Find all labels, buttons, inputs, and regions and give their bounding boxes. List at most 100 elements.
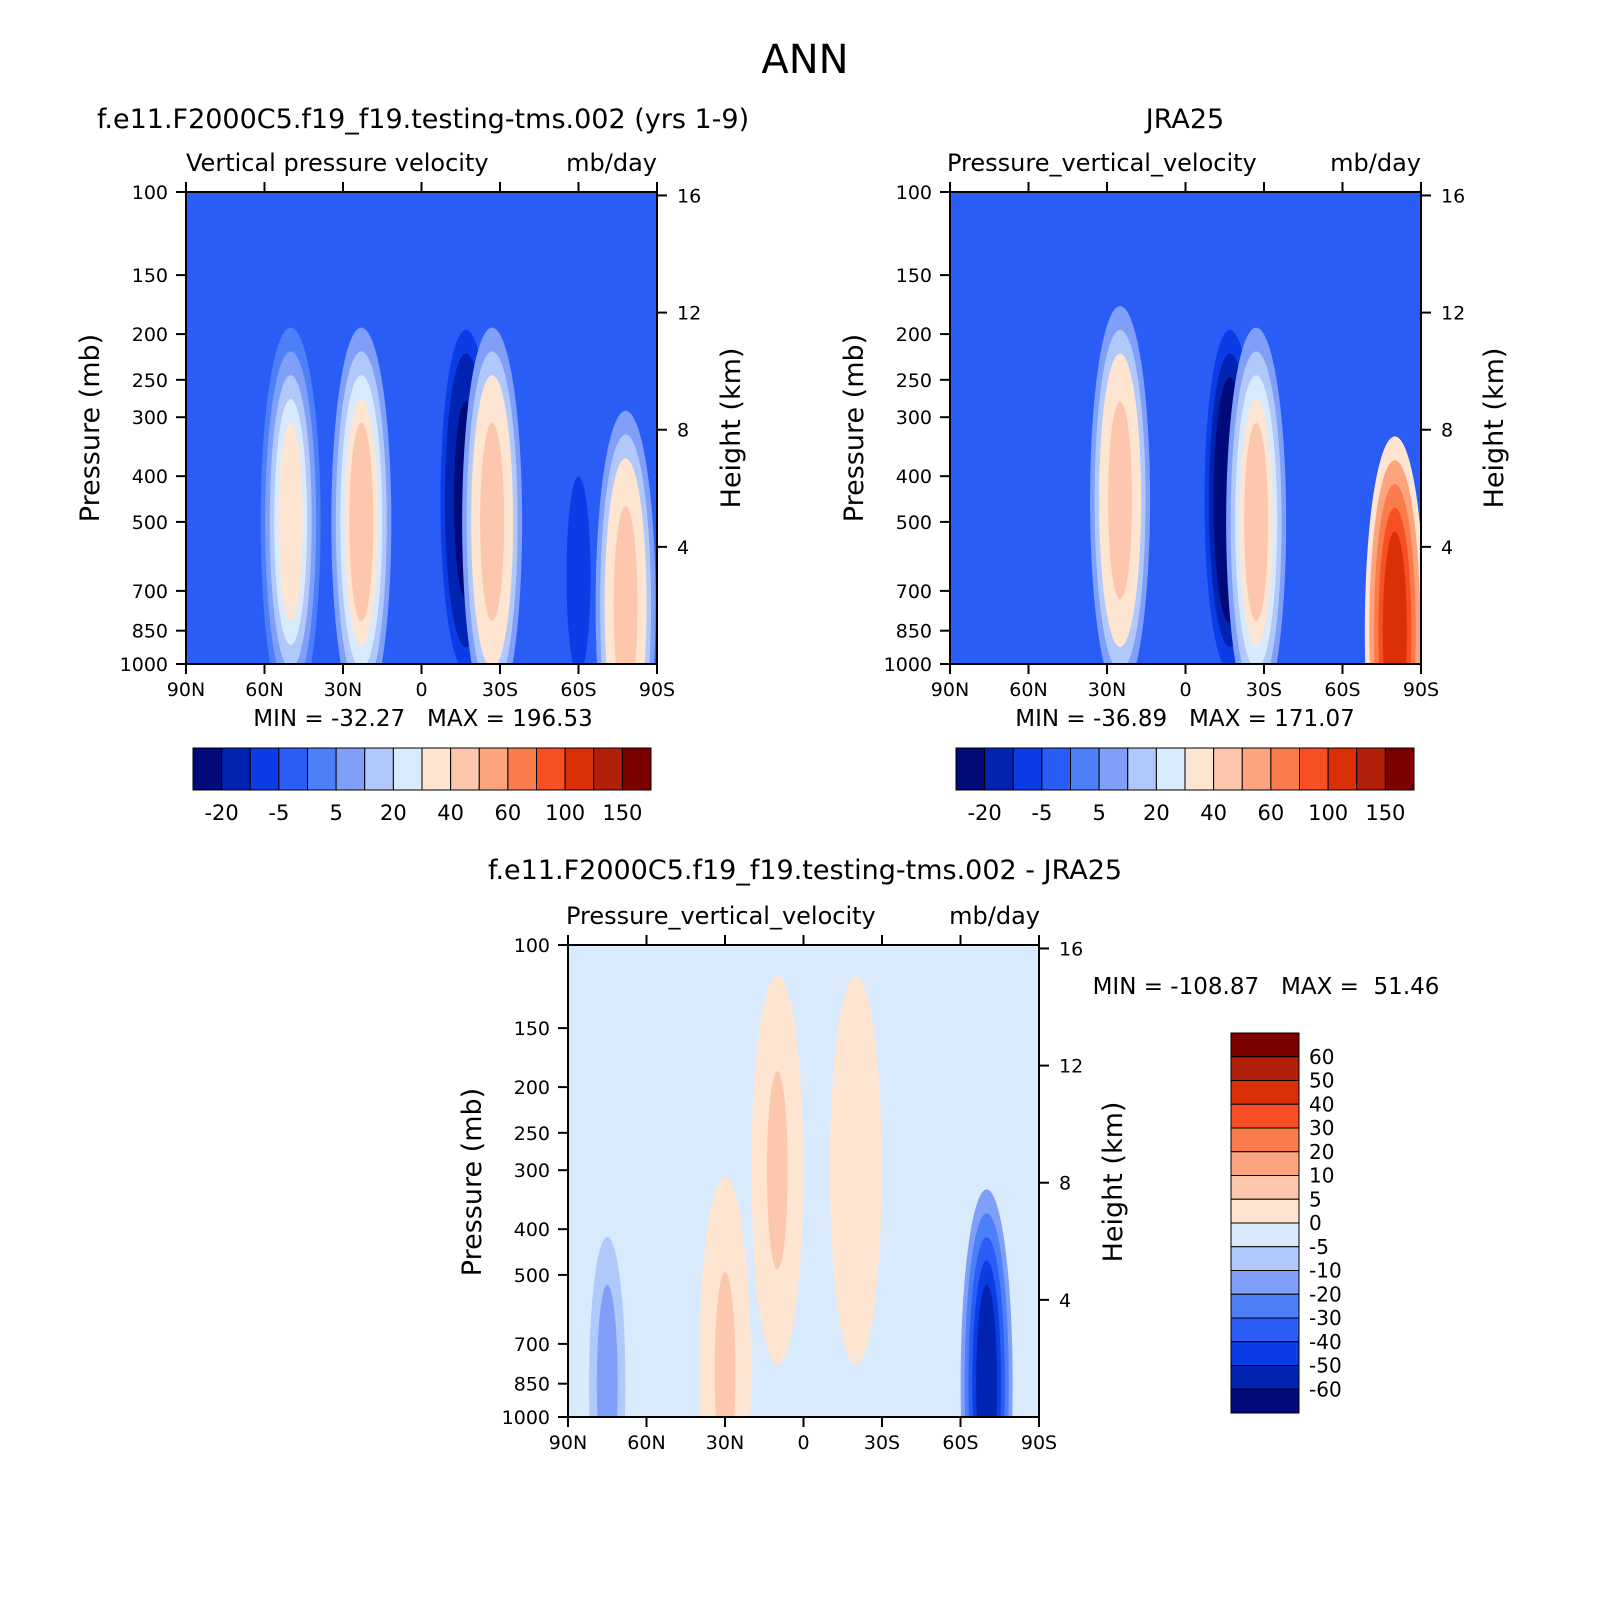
- colorbar-box: [1230, 1151, 1300, 1176]
- x-tick-label: 30S: [1246, 679, 1282, 701]
- y-axis-right: 16 12 8 4: [1421, 185, 1465, 559]
- contour-region: [845, 1071, 867, 1270]
- y-right-tick-label: 4: [677, 537, 689, 559]
- y-tick-label: 400: [896, 466, 932, 488]
- y-tick-label: 300: [132, 407, 168, 429]
- panel-subtitle-left: Pressure_vertical_velocity: [947, 149, 1257, 177]
- colorbar-label: 10: [1309, 1164, 1334, 1188]
- y-right-tick-label: 8: [677, 420, 689, 442]
- colorbar-label: -50: [1309, 1354, 1342, 1378]
- panel-obs: JRA25 Pressure_vertical_velocity mb/day …: [839, 104, 1510, 825]
- stats-text: MIN = -36.89 MAX = 171.07: [1015, 706, 1355, 732]
- x-tick-label: 90S: [1021, 1432, 1057, 1454]
- y-tick-label: 100: [514, 935, 550, 957]
- field-background: [568, 945, 1039, 1417]
- y-right-tick-label: 16: [1441, 185, 1465, 207]
- y-right-tick-label: 8: [1059, 1173, 1071, 1195]
- y-tick-label: 1000: [120, 654, 168, 676]
- y-tick-label: 250: [514, 1123, 550, 1145]
- contour-region: [1244, 422, 1269, 622]
- colorbar-label: 60: [1258, 801, 1285, 825]
- y-tick-label: 100: [896, 182, 932, 204]
- plot-area: [186, 192, 657, 664]
- colorbar-box: [1155, 747, 1186, 791]
- x-tick-label: 90S: [1403, 679, 1439, 701]
- colorbar-label: -20: [1309, 1282, 1342, 1306]
- y-axis-label-right: Height (km): [1098, 1102, 1129, 1263]
- y-tick-label: 850: [132, 621, 168, 643]
- colorbar-box: [1270, 747, 1300, 791]
- x-tick-label: 90S: [639, 679, 675, 701]
- colorbar-box: [1230, 1365, 1300, 1390]
- colorbar-box: [1356, 747, 1386, 791]
- contour-region: [1382, 531, 1407, 664]
- panel-model: f.e11.F2000C5.f19_f19.testing-tms.002 (y…: [75, 104, 749, 825]
- colorbar-box: [1012, 747, 1043, 791]
- x-tick-label: 60S: [560, 679, 596, 701]
- colorbar-label: 100: [545, 801, 585, 825]
- colorbar-box: [1230, 1222, 1300, 1248]
- contour-region: [349, 422, 374, 622]
- contour-region: [766, 1071, 788, 1270]
- x-tick-label: 0: [1179, 679, 1191, 701]
- y-right-tick-label: 12: [1059, 1056, 1083, 1078]
- y-tick-label: 100: [132, 182, 168, 204]
- contour-region: [1108, 401, 1133, 600]
- y-tick-label: 1000: [884, 654, 932, 676]
- x-tick-label: 0: [415, 679, 427, 701]
- colorbar-box: [1230, 1246, 1300, 1271]
- panel-difference: f.e11.F2000C5.f19_f19.testing-tms.002 - …: [457, 855, 1440, 1454]
- colorbar-label: -40: [1309, 1330, 1342, 1354]
- contour-region: [596, 1284, 618, 1417]
- colorbar-box: [1241, 747, 1272, 791]
- colorbar-label: 20: [380, 801, 407, 825]
- y-tick-label: 250: [132, 370, 168, 392]
- colorbar-box: [221, 747, 251, 791]
- colorbar-box: [335, 747, 366, 791]
- panel-subtitle-left: Vertical pressure velocity: [186, 149, 489, 177]
- y-tick-label: 250: [896, 370, 932, 392]
- y-right-tick-label: 4: [1059, 1290, 1071, 1312]
- colorbar-box: [478, 747, 509, 791]
- stats-text: MIN = -108.87 MAX = 51.46: [1093, 974, 1440, 1000]
- colorbar-label: 40: [1200, 801, 1227, 825]
- colorbar-label: -10: [1309, 1259, 1342, 1283]
- y-axis-label: Pressure (mb): [75, 334, 106, 522]
- colorbar-label: 150: [1365, 801, 1405, 825]
- colorbar-box: [192, 747, 223, 791]
- y-axis-label-right: Height (km): [716, 348, 747, 509]
- x-axis: 90N 60N 30N 0 30S 60S 90S: [931, 182, 1439, 701]
- colorbar-box: [1098, 747, 1129, 791]
- colorbar-box: [955, 747, 986, 791]
- contour-region: [1335, 491, 1360, 664]
- colorbar-box: [1230, 1032, 1300, 1058]
- y-tick-label: 700: [514, 1334, 550, 1356]
- y-right-tick-label: 4: [1441, 537, 1453, 559]
- colorbar-box: [1230, 1056, 1300, 1081]
- y-right-tick-label: 16: [677, 185, 701, 207]
- colorbar-label: -20: [204, 801, 238, 825]
- panel-title: f.e11.F2000C5.f19_f19.testing-tms.002 (y…: [97, 104, 749, 135]
- colorbar-box: [307, 747, 337, 791]
- colorbar-label: -5: [1309, 1235, 1329, 1259]
- colorbar-box: [1184, 747, 1215, 791]
- colorbar-box: [507, 747, 537, 791]
- colorbar-label: 0: [1309, 1211, 1322, 1235]
- colorbar-label: 30: [1309, 1116, 1334, 1140]
- colorbar-box: [1213, 747, 1243, 791]
- y-tick-label: 300: [514, 1160, 550, 1182]
- colorbar-box: [1230, 1080, 1300, 1105]
- colorbar-box: [1384, 747, 1415, 791]
- y-axis-right: 16 12 8 4: [657, 185, 701, 559]
- y-axis-left: 100 150 200 250 300 400 500 700 850 1000: [884, 182, 950, 676]
- contour-region: [714, 1272, 736, 1417]
- colorbar-label: 60: [1309, 1045, 1334, 1069]
- y-tick-label: 500: [896, 512, 932, 534]
- plot-area: [568, 945, 1039, 1417]
- colorbar-label: 50: [1309, 1069, 1334, 1093]
- colorbar-label: 60: [495, 801, 522, 825]
- y-right-tick-label: 16: [1059, 938, 1083, 960]
- colorbar-label: 150: [602, 801, 642, 825]
